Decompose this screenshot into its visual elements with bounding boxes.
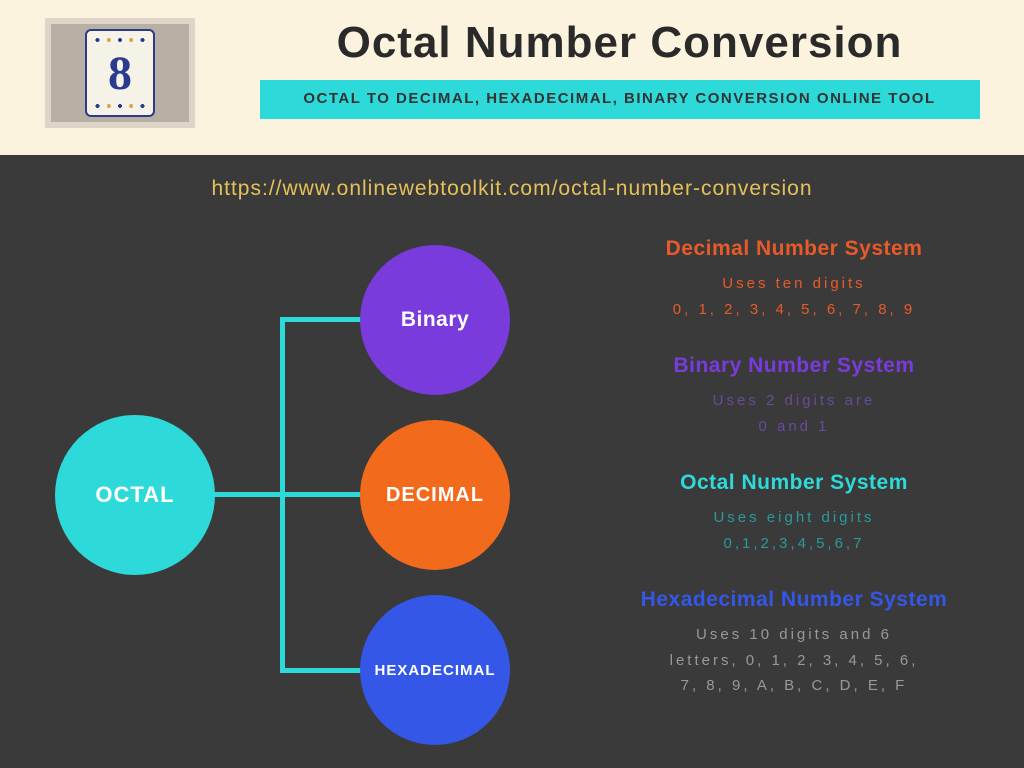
info-block: Hexadecimal Number System Uses 10 digits …: [604, 588, 984, 699]
info-block: Decimal Number System Uses ten digits0, 1…: [604, 237, 984, 322]
node-binary: Binary: [360, 245, 510, 395]
info-title: Decimal Number System: [604, 237, 984, 261]
tile-image: 8: [45, 18, 195, 128]
tile-number: 8: [108, 46, 132, 101]
info-title: Octal Number System: [604, 471, 984, 495]
main-panel: https://www.onlinewebtoolkit.com/octal-n…: [0, 155, 1024, 768]
tile-inner: 8: [85, 29, 155, 117]
url-text: https://www.onlinewebtoolkit.com/octal-n…: [0, 177, 1024, 201]
info-title: Hexadecimal Number System: [604, 588, 984, 612]
info-panel: Decimal Number System Uses ten digits0, 1…: [604, 237, 984, 731]
info-desc: Uses 10 digits and 6letters, 0, 1, 2, 3,…: [604, 622, 984, 699]
main-title: Octal Number Conversion: [245, 18, 994, 68]
info-block: Octal Number System Uses eight digits0,1,…: [604, 471, 984, 556]
info-desc: Uses ten digits0, 1, 2, 3, 4, 5, 6, 7, 8…: [604, 271, 984, 322]
header-text: Octal Number Conversion OCTAL TO DECIMAL…: [245, 18, 994, 119]
info-title: Binary Number System: [604, 354, 984, 378]
info-block: Binary Number System Uses 2 digits are0 a…: [604, 354, 984, 439]
node-octal: OCTAL: [55, 415, 215, 575]
header: 8 Octal Number Conversion OCTAL TO DECIM…: [0, 0, 1024, 155]
subtitle-bar: OCTAL TO DECIMAL, HEXADECIMAL, BINARY CO…: [260, 80, 980, 119]
node-hexadecimal: HEXADECIMAL: [360, 595, 510, 745]
info-desc: Uses eight digits0,1,2,3,4,5,6,7: [604, 505, 984, 556]
info-desc: Uses 2 digits are0 and 1: [604, 388, 984, 439]
node-decimal: DECIMAL: [360, 420, 510, 570]
connector-line: [210, 492, 285, 497]
tree-diagram: OCTAL Binary DECIMAL HEXADECIMAL: [0, 225, 590, 755]
